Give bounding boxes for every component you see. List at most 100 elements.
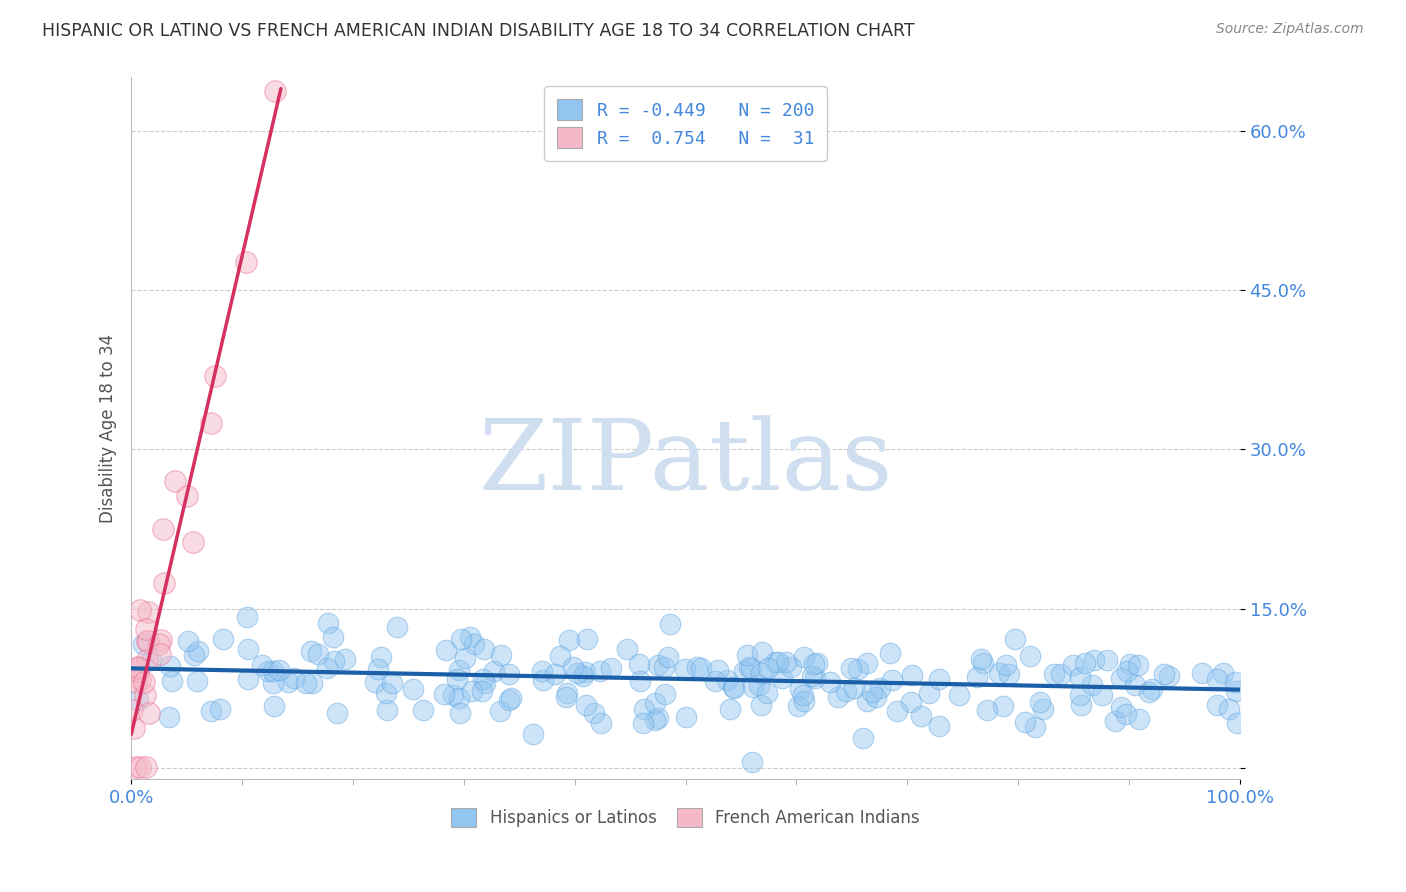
Point	[148, 637, 170, 651]
Point	[803, 671, 825, 685]
Point	[295, 676, 318, 690]
Point	[1225, 716, 1247, 731]
Point	[498, 666, 520, 681]
Point	[454, 651, 477, 665]
Point	[793, 693, 815, 707]
Point	[264, 84, 287, 98]
Point	[1126, 658, 1149, 673]
Point	[138, 706, 160, 720]
Point	[236, 609, 259, 624]
Point	[377, 703, 399, 717]
Point	[364, 674, 387, 689]
Point	[461, 684, 484, 698]
Point	[316, 661, 339, 675]
Point	[562, 660, 585, 674]
Point	[1090, 688, 1112, 702]
Point	[756, 661, 779, 675]
Point	[1104, 714, 1126, 728]
Point	[263, 698, 285, 713]
Point	[544, 667, 567, 681]
Point	[880, 673, 903, 687]
Point	[498, 693, 520, 707]
Point	[1074, 656, 1097, 670]
Point	[307, 648, 329, 662]
Point	[152, 522, 174, 536]
Point	[1018, 648, 1040, 663]
Point	[1070, 698, 1092, 713]
Point	[928, 672, 950, 686]
Point	[472, 641, 495, 656]
Point	[204, 368, 226, 383]
Point	[918, 686, 941, 700]
Point	[756, 686, 779, 700]
Point	[644, 713, 666, 727]
Point	[780, 659, 803, 673]
Point	[766, 655, 789, 669]
Point	[865, 690, 887, 705]
Point	[183, 534, 205, 549]
Point	[322, 630, 344, 644]
Point	[1128, 712, 1150, 726]
Point	[572, 669, 595, 683]
Point	[1140, 681, 1163, 696]
Point	[522, 727, 544, 741]
Point	[792, 688, 814, 702]
Point	[127, 659, 149, 673]
Point	[976, 703, 998, 717]
Point	[628, 674, 651, 689]
Point	[301, 675, 323, 690]
Point	[277, 675, 299, 690]
Point	[548, 649, 571, 664]
Point	[127, 693, 149, 707]
Point	[531, 664, 554, 678]
Point	[122, 721, 145, 735]
Point	[1123, 678, 1146, 692]
Point	[1225, 684, 1247, 698]
Point	[900, 695, 922, 709]
Point	[737, 648, 759, 663]
Point	[703, 673, 725, 688]
Point	[574, 665, 596, 680]
Point	[235, 254, 257, 268]
Point	[886, 704, 908, 718]
Point	[644, 696, 666, 710]
Point	[299, 644, 322, 658]
Point	[749, 666, 772, 681]
Point	[844, 681, 866, 695]
Point	[447, 664, 470, 678]
Point	[135, 760, 157, 774]
Point	[1206, 673, 1229, 687]
Point	[1069, 688, 1091, 702]
Point	[820, 674, 842, 689]
Point	[149, 632, 172, 647]
Point	[125, 760, 148, 774]
Point	[856, 657, 879, 671]
Point	[441, 688, 464, 702]
Point	[149, 648, 172, 662]
Point	[139, 653, 162, 667]
Point	[412, 703, 434, 717]
Point	[803, 657, 825, 672]
Text: HISPANIC OR LATINO VS FRENCH AMERICAN INDIAN DISABILITY AGE 18 TO 34 CORRELATION: HISPANIC OR LATINO VS FRENCH AMERICAN IN…	[42, 22, 915, 40]
Point	[747, 678, 769, 692]
Point	[988, 666, 1011, 681]
Point	[749, 698, 772, 712]
Point	[852, 731, 875, 745]
Point	[385, 619, 408, 633]
Point	[846, 662, 869, 676]
Point	[582, 706, 605, 720]
Point	[742, 681, 765, 695]
Point	[471, 672, 494, 686]
Point	[675, 710, 697, 724]
Point	[333, 652, 356, 666]
Point	[370, 650, 392, 665]
Point	[135, 633, 157, 648]
Point	[1223, 674, 1246, 689]
Point	[789, 682, 811, 697]
Point	[928, 719, 950, 733]
Point	[127, 664, 149, 678]
Point	[434, 642, 457, 657]
Point	[1083, 653, 1105, 667]
Point	[488, 704, 510, 718]
Point	[1153, 667, 1175, 681]
